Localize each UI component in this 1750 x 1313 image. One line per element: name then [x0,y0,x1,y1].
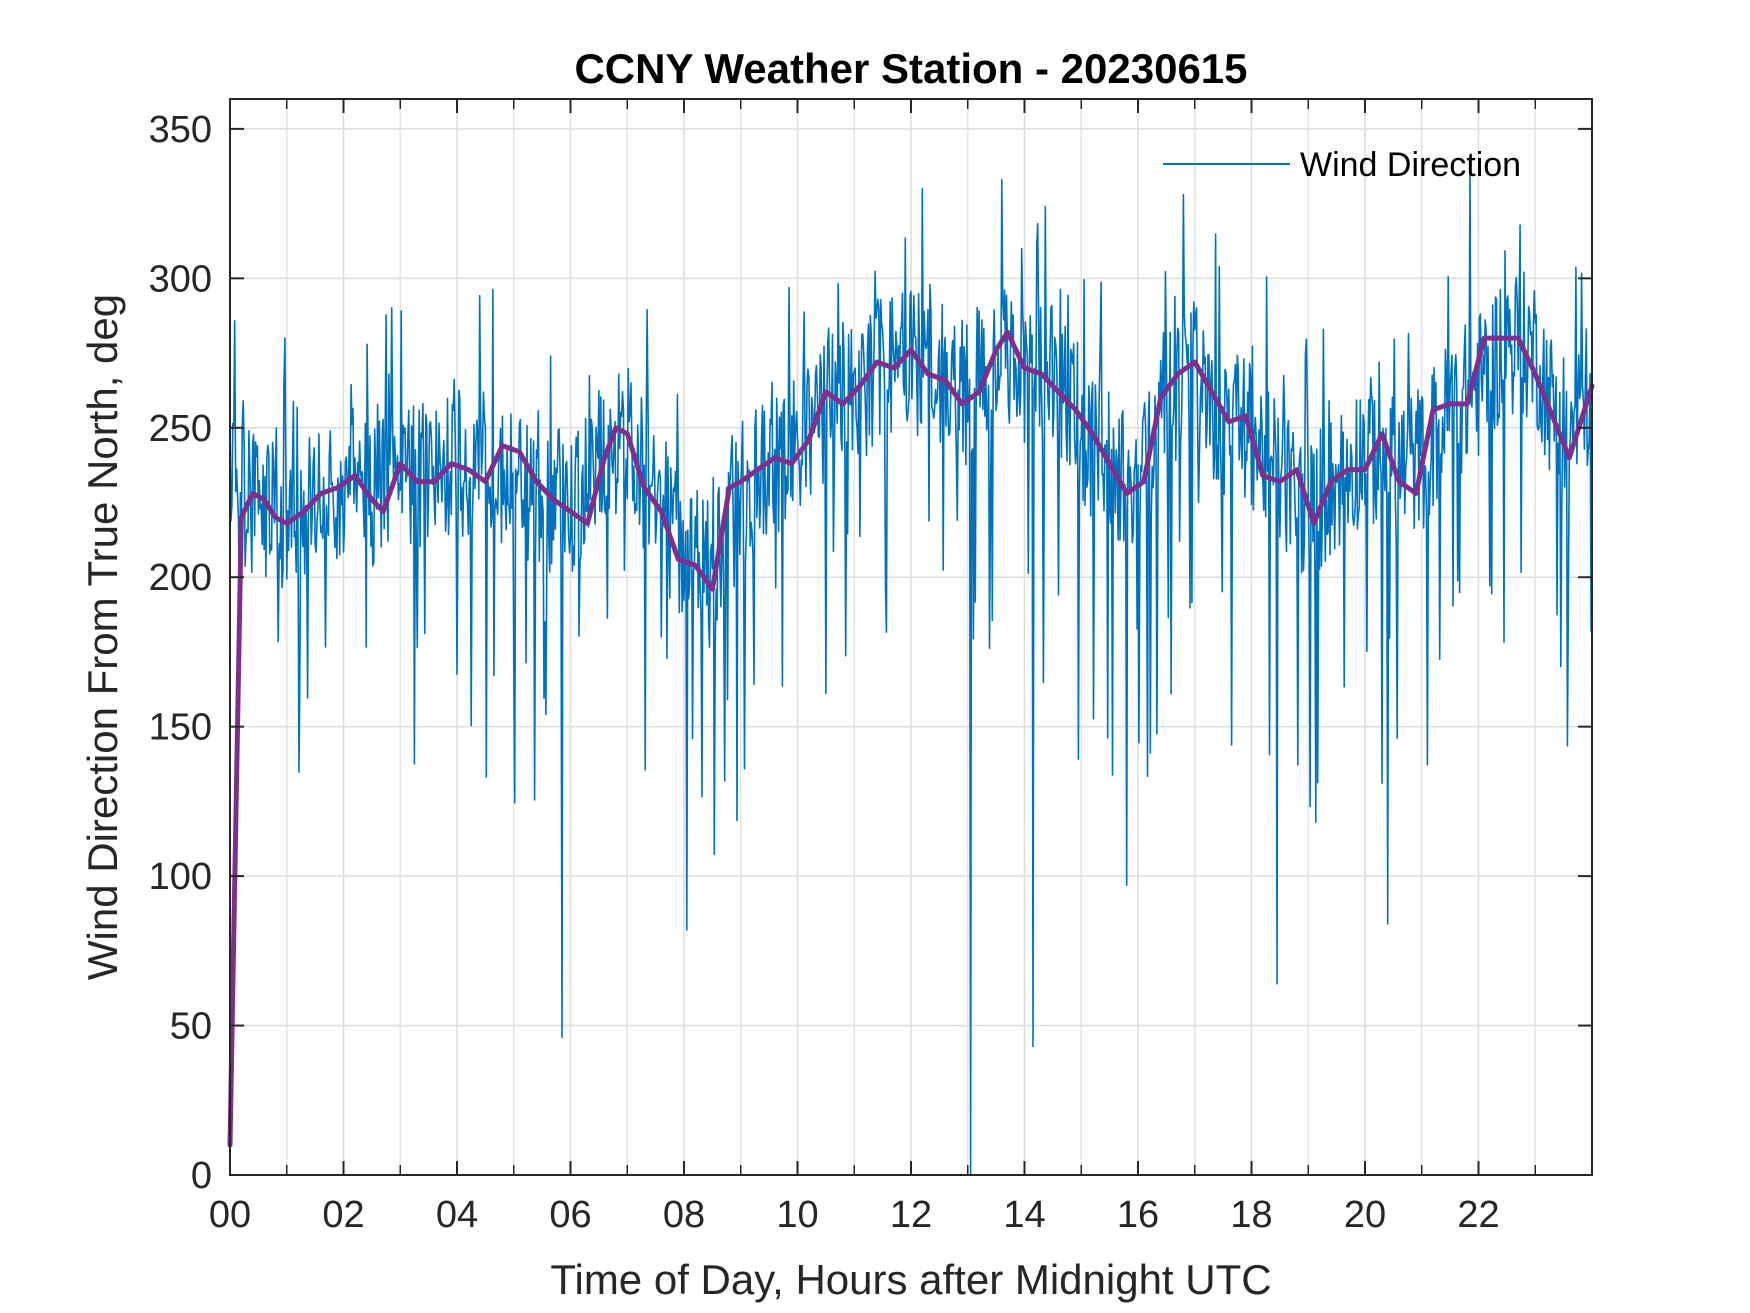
x-tick-label: 16 [1117,1194,1159,1236]
running-mean-line [227,329,1595,1148]
y-tick-label: 200 [149,557,212,599]
x-tick-label: 00 [209,1194,251,1236]
y-tick-label: 150 [149,707,212,749]
y-tick-label: 250 [149,408,212,450]
x-tick-label: 20 [1344,1194,1386,1236]
plot-area [227,98,1595,1176]
y-tick-labels: 0 50 100 150 200 250 300 350 [149,109,212,1197]
x-tick-label: 14 [1003,1194,1045,1236]
x-tick-labels: 00 02 04 06 08 10 12 14 16 18 20 22 [209,1194,1500,1236]
y-tick-label: 0 [191,1155,212,1197]
y-tick-label: 300 [149,258,212,300]
x-tick-label: 22 [1457,1194,1499,1236]
x-tick-label: 04 [436,1194,478,1236]
x-tick-label: 02 [322,1194,364,1236]
axis-ticks [229,99,1592,1176]
x-tick-label: 12 [890,1194,932,1236]
wind-direction-line [229,172,1592,1176]
axes-box [229,98,1593,1176]
wind-direction-series [229,172,1592,1176]
y-tick-label: 100 [149,856,212,898]
y-tick-label: 350 [149,109,212,151]
x-axis-label: Time of Day, Hours after Midnight UTC [550,1256,1271,1303]
x-tick-label: 10 [776,1194,818,1236]
running-mean-series [227,329,1595,1148]
y-tick-label: 50 [170,1006,212,1048]
x-tick-label: 06 [549,1194,591,1236]
x-tick-label: 18 [1230,1194,1272,1236]
legend-label-wind-direction: Wind Direction [1300,146,1521,184]
chart-title: CCNY Weather Station - 20230615 [574,45,1247,92]
x-tick-label: 08 [663,1194,705,1236]
y-axis-label: Wind Direction From True North, deg [79,294,126,980]
legend: Wind Direction [1163,146,1521,184]
